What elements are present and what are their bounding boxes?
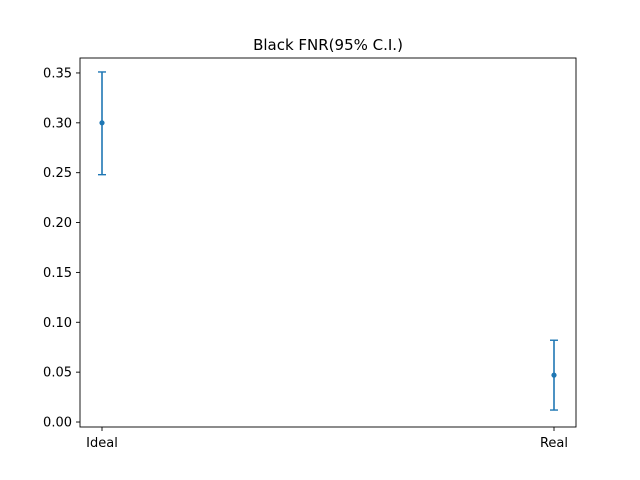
- data-point: [99, 120, 105, 126]
- plot-area: 0.00 0.05 0.10 0.15 0.20 0.25 0.30 0.35 Ideal Rea…: [43, 57, 577, 451]
- x-tick-label: Real: [540, 436, 568, 451]
- y-tick-label: 0.20: [43, 216, 72, 231]
- y-tick-label: 0.10: [43, 316, 72, 331]
- y-tick-label: 0.25: [43, 166, 72, 181]
- y-tick-label: 0.05: [43, 366, 72, 381]
- x-tick-label: Ideal: [86, 436, 118, 451]
- chart-title: Black FNR(95% C.I.): [253, 36, 403, 54]
- axes-frame: [79, 57, 577, 428]
- data-point: [551, 372, 557, 378]
- y-tick-label: 0.30: [43, 116, 72, 131]
- y-tick-label: 0.15: [43, 266, 72, 281]
- y-tick-label: 0.35: [43, 66, 72, 81]
- y-tick-label: 0.00: [43, 416, 72, 431]
